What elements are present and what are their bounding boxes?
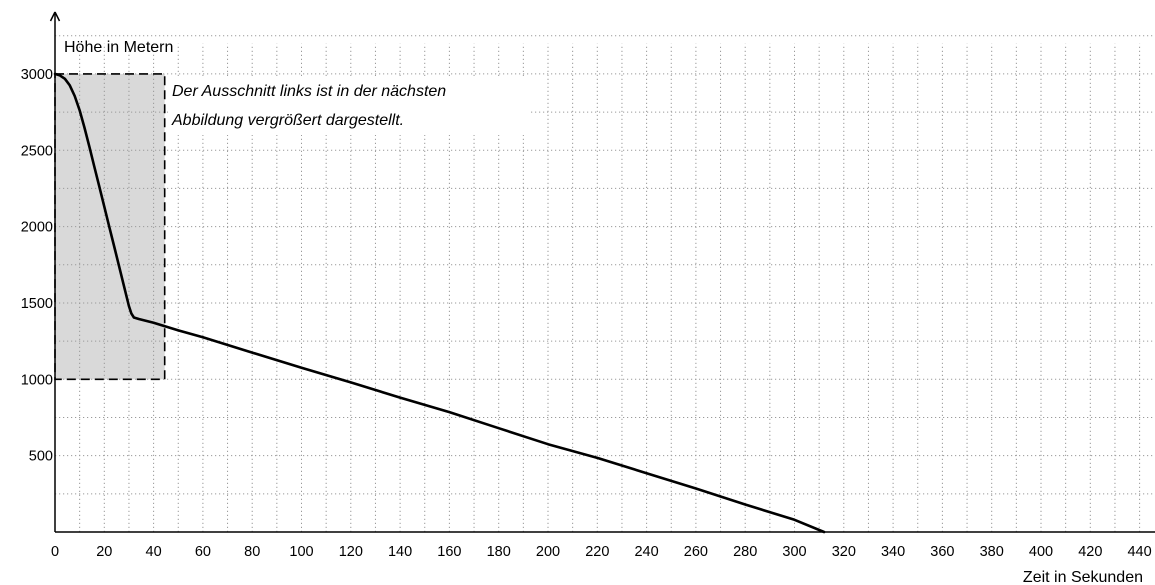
series-layer (53, 72, 826, 534)
x-tick-label: 20 (96, 544, 112, 560)
x-tick-label: 300 (782, 544, 806, 560)
y-tick-label: 500 (29, 449, 53, 465)
annotation-line-1: Der Ausschnitt links ist in der nächsten (172, 83, 446, 100)
x-tick-label: 0 (51, 544, 59, 560)
grid (54, 35, 1155, 532)
x-tick-label: 140 (388, 544, 412, 560)
series-line (53, 72, 826, 534)
x-tick-label: 420 (1078, 544, 1102, 560)
x-tick-label: 280 (733, 544, 757, 560)
x-tick-label: 120 (339, 544, 363, 560)
x-tick-label: 440 (1127, 544, 1151, 560)
x-tick-labels: 0 20 40 60 80 100 120 140 160 180 200 220 240 260 280 3… (51, 544, 1152, 560)
x-tick-label: 380 (980, 544, 1004, 560)
x-tick-label: 260 (684, 544, 708, 560)
x-tick-label: 400 (1029, 544, 1053, 560)
x-tick-label: 200 (536, 544, 560, 560)
annotation-background (168, 77, 530, 135)
annotation-line-2: Abbildung vergrößert dargestellt. (171, 112, 404, 129)
x-tick-label: 320 (832, 544, 856, 560)
y-tick-label: 2000 (21, 220, 53, 236)
axes (49, 11, 1155, 533)
x-tick-label: 100 (289, 544, 313, 560)
y-tick-label: 3000 (21, 67, 53, 83)
x-tick-label: 220 (585, 544, 609, 560)
x-tick-label: 160 (437, 544, 461, 560)
x-axis-label: Zeit in Sekunden (1023, 569, 1143, 585)
x-tick-label: 360 (930, 544, 954, 560)
y-tick-label: 1000 (21, 372, 53, 388)
y-tick-label: 1500 (21, 296, 53, 312)
x-tick-label: 40 (146, 544, 162, 560)
y-axis-arrow (49, 11, 61, 22)
y-axis-label: Höhe in Metern (64, 39, 173, 56)
y-tick-label: 2500 (21, 143, 53, 159)
x-tick-label: 80 (244, 544, 260, 560)
x-tick-label: 180 (487, 544, 511, 560)
x-tick-label: 340 (881, 544, 905, 560)
x-tick-label: 60 (195, 544, 211, 560)
x-tick-label: 240 (634, 544, 658, 560)
y-tick-labels: 500 1000 1500 2000 2500 3000 (21, 67, 53, 465)
